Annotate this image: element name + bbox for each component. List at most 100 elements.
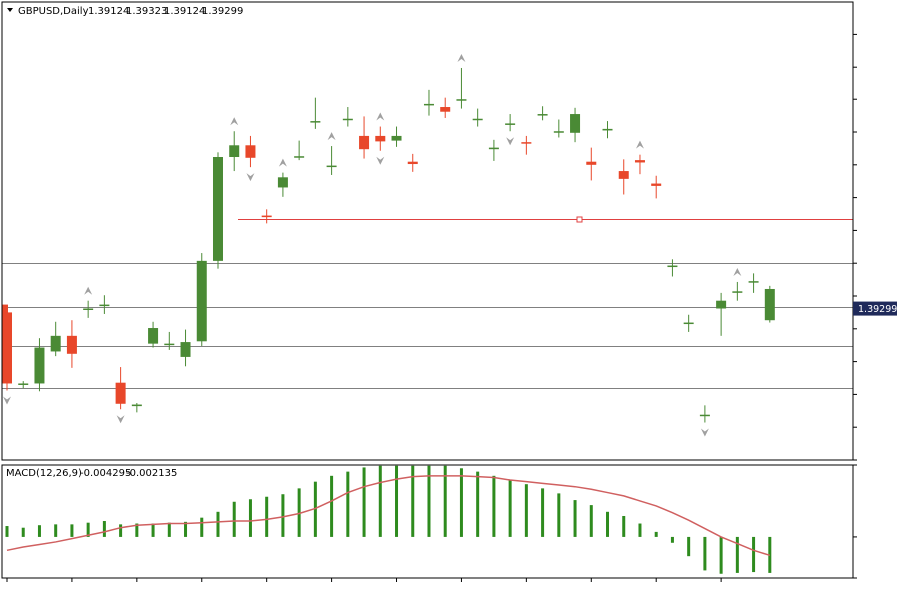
candle-body xyxy=(196,260,207,342)
macd-histogram-bar xyxy=(167,522,171,537)
macd-histogram-bar xyxy=(687,536,691,557)
fractal-down-arrow xyxy=(506,137,515,146)
ohlc-high: 1.39323 xyxy=(126,6,167,17)
candle-body xyxy=(34,347,45,384)
fractal-down-arrow xyxy=(116,415,125,424)
macd-histogram-bar xyxy=(330,475,334,537)
macd-histogram-bar xyxy=(362,467,366,537)
macd-histogram-bar xyxy=(5,526,9,537)
candle-body xyxy=(212,157,223,261)
fractal-up-arrow xyxy=(327,132,336,141)
candle-body xyxy=(277,177,288,188)
macd-histogram-bar xyxy=(638,523,642,537)
candle-body xyxy=(440,107,451,112)
main-panel-frame xyxy=(1,1,854,461)
candle-body xyxy=(180,342,191,357)
fractal-up-arrow xyxy=(230,117,239,126)
candle-body xyxy=(667,265,678,268)
candle-body xyxy=(521,142,532,144)
candle-body xyxy=(748,281,759,283)
macd-histogram-bar xyxy=(70,524,74,537)
macd-histogram-bar xyxy=(606,511,610,537)
fractal-up-arrow xyxy=(635,140,644,149)
candle-body xyxy=(456,99,467,101)
candle-body xyxy=(66,335,77,354)
candle-body xyxy=(618,171,629,179)
fractal-down-arrow xyxy=(3,396,11,405)
candle-body xyxy=(553,131,564,133)
candle-body xyxy=(83,308,94,311)
candle-body xyxy=(699,414,710,417)
macd-value-main: -0.004295 xyxy=(80,468,131,479)
ohlc-open: 1.39124 xyxy=(88,6,129,17)
candle-body xyxy=(586,161,597,165)
macd-histogram-bar xyxy=(54,524,58,537)
macd-histogram-bar xyxy=(119,524,123,537)
candle-body xyxy=(391,135,402,141)
macd-histogram-bar xyxy=(443,465,447,537)
candle-body xyxy=(634,160,645,163)
macd-histogram-bar xyxy=(524,484,528,537)
macd-histogram-bar xyxy=(313,481,317,537)
macd-histogram-bar xyxy=(248,499,252,537)
macd-histogram-bar xyxy=(735,536,739,573)
fractal-down-arrow xyxy=(376,156,385,165)
candle-body xyxy=(537,114,548,116)
candle-body xyxy=(164,343,175,346)
macd-histogram-bar xyxy=(557,493,561,537)
macd-histogram-bar xyxy=(654,531,658,537)
candle-body xyxy=(651,183,662,186)
candle-body xyxy=(359,135,370,150)
candle-body xyxy=(131,404,142,407)
dropdown-triangle-icon[interactable] xyxy=(7,8,13,12)
macd-histogram-bar xyxy=(670,536,674,543)
candle-body xyxy=(18,383,29,385)
symbol-label: GBPUSD,Daily xyxy=(18,6,89,17)
macd-histogram-bar xyxy=(459,468,463,537)
macd-histogram-bar xyxy=(37,525,41,537)
macd-histogram-bar xyxy=(573,500,577,537)
candle-body xyxy=(2,312,12,384)
candle-body xyxy=(245,145,256,158)
macd-header: MACD(12,26,9) -0.004295 -0.002135 xyxy=(6,468,177,479)
macd-histogram-bar xyxy=(622,515,626,537)
candle-body xyxy=(294,156,305,158)
macd-histogram-bar xyxy=(184,521,188,537)
candle-body xyxy=(99,304,110,307)
macd-series xyxy=(5,465,772,574)
macd-histogram-bar xyxy=(216,511,220,537)
level-anchor-handle xyxy=(576,216,583,223)
price-series xyxy=(2,53,775,437)
macd-histogram-bar xyxy=(541,488,545,537)
macd-title: MACD(12,26,9) xyxy=(6,468,82,479)
fractal-down-arrow xyxy=(246,173,255,182)
macd-panel-frame xyxy=(1,464,854,579)
macd-histogram-bar xyxy=(492,475,496,537)
candle-body xyxy=(683,322,694,325)
candle-body xyxy=(261,215,272,218)
candle-body xyxy=(229,145,240,158)
fractal-up-arrow xyxy=(84,286,93,295)
fractal-up-arrow xyxy=(376,112,385,121)
candle-body xyxy=(50,335,61,352)
ohlc-low: 1.39124 xyxy=(164,6,205,17)
fractal-down-arrow xyxy=(700,428,709,437)
candle-body xyxy=(310,121,321,123)
macd-histogram-bar xyxy=(346,471,350,537)
macd-histogram-bar xyxy=(151,523,155,537)
price-marker-left xyxy=(2,304,8,313)
macd-histogram-bar xyxy=(411,465,415,537)
macd-histogram-bar xyxy=(752,536,756,573)
candle-body xyxy=(716,300,727,309)
candle-body xyxy=(764,288,775,321)
macd-histogram-bar xyxy=(281,494,285,537)
macd-histogram-bar xyxy=(589,505,593,537)
macd-histogram-bar xyxy=(86,522,90,537)
candle-body xyxy=(570,114,581,133)
macd-histogram-bar xyxy=(21,527,25,537)
macd-histogram-bar xyxy=(508,479,512,537)
macd-signal-line xyxy=(6,475,771,557)
macd-histogram-bar xyxy=(395,465,399,537)
